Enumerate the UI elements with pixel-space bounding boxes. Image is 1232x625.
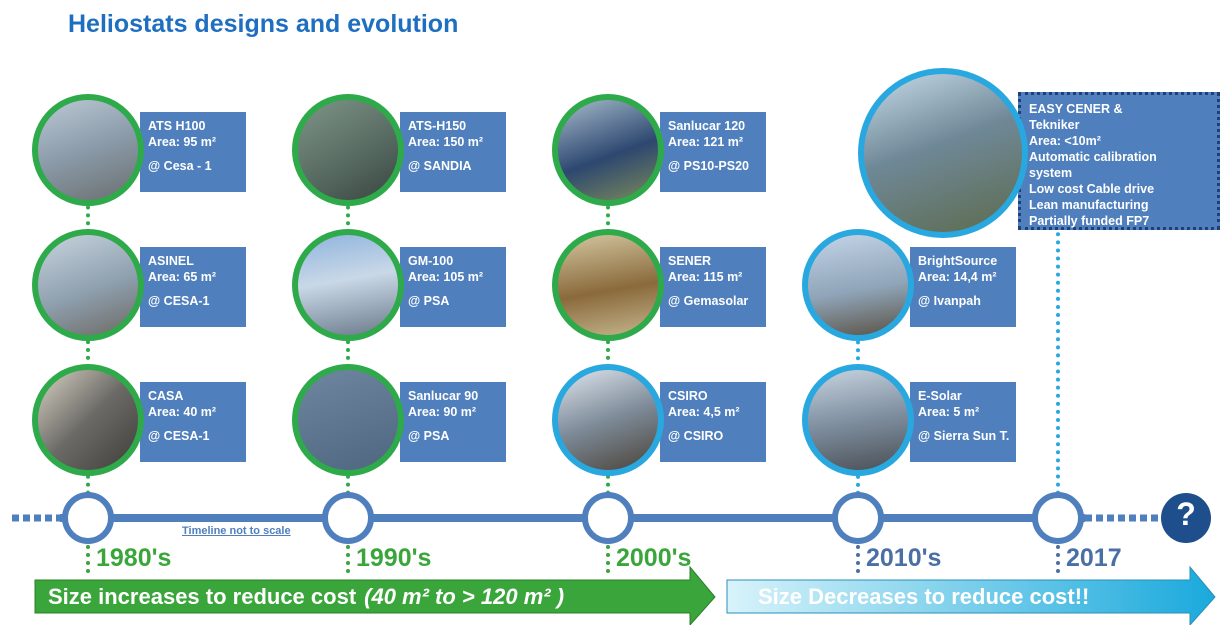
timeline-node [322,492,374,544]
photo-ring [292,229,404,341]
card-line: system [1029,166,1073,180]
year-label: 2017 [1066,544,1122,572]
card-line: Area: 121 m² [668,135,744,149]
future-mark: ? [1176,496,1196,532]
future-circle [1161,493,1211,543]
card-line: @ PSA [408,429,450,443]
card-line: Area: 105 m² [408,270,484,284]
info-card: E-Solar Area: 5 m² @ Sierra Sun T. [910,382,1016,462]
year-label: 1990's [356,544,432,572]
card-line: GM-100 [408,254,454,268]
card-line: CSIRO [668,389,708,403]
info-card: ATS H100 Area: 95 m² @ Cesa - 1 [140,112,246,192]
slide-title: Heliostats designs and evolution [68,10,459,38]
info-card: BrightSource Area: 14,4 m² @ Ivanpah [910,247,1016,327]
card-line: Automatic calibration [1029,150,1157,164]
card-line: SENER [668,254,712,268]
card-line: Sanlucar 90 [408,389,479,403]
year-dots [86,545,90,573]
info-card: Sanlucar 120 Area: 121 m² @ PS10-PS20 [660,112,766,192]
photo-ring [802,364,914,476]
year-dots [346,545,350,573]
card-line: Area: 150 m² [408,135,484,149]
arrow-text: Size Decreases to reduce cost!! [758,584,1090,609]
card-line: @ Sierra Sun T. [918,429,1010,443]
card-line: Low cost Cable drive [1029,182,1155,196]
connector [1056,200,1060,495]
info-card: Sanlucar 90 Area: 90 m² @ PSA [400,382,506,462]
card-line: Tekniker [1029,118,1080,132]
arrow-range: (40 m² to > 120 m² ) [364,584,565,609]
card-line: @ Ivanpah [918,294,981,308]
timeline-node [582,492,634,544]
year-dots [856,545,860,573]
photo-ring [552,229,664,341]
card-line: ASINEL [148,254,194,268]
photo-ring [32,229,144,341]
card-line: ATS-H150 [408,119,467,133]
card-line: @ CSIRO [668,429,724,443]
card-line: @ CESA-1 [148,294,210,308]
card-line: CASA [148,389,184,403]
year-dots [1056,545,1060,573]
photo-ring [32,364,144,476]
photo-ring [32,94,144,206]
year-label: 2010's [866,544,942,572]
card-line: @ CESA-1 [148,429,210,443]
card-line: Area: 115 m² [668,270,743,284]
photo-ring [802,229,914,341]
card-line: Area: 95 m² [148,135,217,149]
timeline-node [832,492,884,544]
photo-ring [552,364,664,476]
info-card: EASY CENER & Tekniker Area: <10m² Automatic… [1018,92,1220,230]
timeline-node [1032,492,1084,544]
card-line: Area: 5 m² [918,405,980,419]
year-label: 2000's [616,544,692,572]
card-line: Lean manufacturing [1029,198,1149,212]
card-line: E-Solar [918,389,962,403]
timeline-node [62,492,114,544]
info-card: CSIRO Area: 4,5 m² @ CSIRO [660,382,766,462]
card-line: @ Gemasolar [668,294,749,308]
year-label: 1980's [96,544,172,572]
card-line: Area: 90 m² [408,405,477,419]
arrow-text: Size increases to reduce cost (40 m² to >… [48,584,565,609]
info-card: ATS-H150 Area: 150 m² @ SANDIA [400,112,506,192]
info-card: SENER Area: 115 m² @ Gemasolar [660,247,766,327]
timeline-note: Timeline not to scale [182,525,291,537]
card-line: Sanlucar 120 [668,119,746,133]
card-line: EASY CENER & [1029,102,1123,116]
blue-arrow [726,565,1216,625]
card-line: @ PS10-PS20 [668,159,749,173]
info-card: GM-100 Area: 105 m² @ PSA [400,247,506,327]
card-line: Partially funded FP7 [1029,214,1150,228]
green-arrow [34,565,716,625]
card-line: Area: 40 m² [148,405,217,419]
year-dots [606,545,610,573]
card-line: Area: <10m² [1029,134,1101,148]
card-line: ATS H100 [148,119,206,133]
card-line: @ Cesa - 1 [148,159,212,173]
info-card: CASA Area: 40 m² @ CESA-1 [140,382,246,462]
card-line: Area: 4,5 m² [668,405,740,419]
card-line: Area: 65 m² [148,270,217,284]
card-line: Area: 14,4 m² [918,270,997,284]
photo-ring [858,68,1028,238]
photo-ring [552,94,664,206]
card-line: BrightSource [918,254,998,268]
photo-ring [292,364,404,476]
card-line: @ PSA [408,294,450,308]
card-line: @ SANDIA [408,159,472,173]
info-card: ASINEL Area: 65 m² @ CESA-1 [140,247,246,327]
photo-ring [292,94,404,206]
